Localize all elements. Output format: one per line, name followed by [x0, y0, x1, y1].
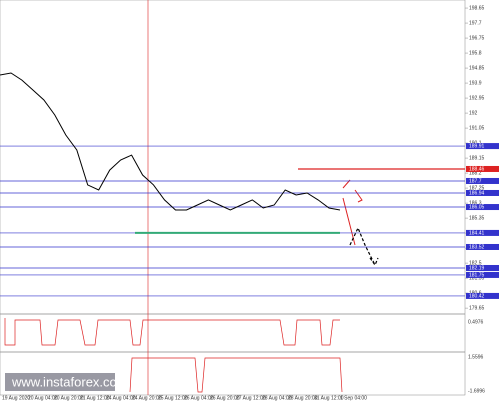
- x-tick-label: 21 Aug 12:00: [80, 395, 110, 401]
- y-tick-label: 192.95: [469, 95, 485, 101]
- x-tick-label: 26 Aug 20:00: [210, 395, 240, 401]
- y-tick-label: 188.2: [469, 170, 482, 176]
- level-label: 187.7: [469, 178, 482, 184]
- x-tick-label: 24 Aug 04:00: [106, 395, 136, 401]
- watermark: www.instaforex.com: [11, 374, 128, 389]
- indicator-label: -1.6996: [468, 388, 485, 394]
- x-tick-label: 28 Aug 20:00: [288, 395, 318, 401]
- y-tick-label: 196.75: [469, 35, 485, 41]
- level-tag: [466, 243, 499, 250]
- level-tag: [466, 177, 499, 184]
- y-tick-label: 191.05: [469, 125, 485, 131]
- level-label: 183.52: [469, 244, 485, 250]
- y-tick-label: 194.85: [469, 65, 485, 71]
- y-tick-label: 193.9: [469, 80, 482, 86]
- forecast-arrow: [342, 179, 363, 246]
- x-tick-label: 20 Aug 20:00: [54, 395, 84, 401]
- y-tick-label: 192: [469, 110, 478, 116]
- indicator-label: 0.4976: [468, 319, 484, 325]
- level-label: 188.46: [469, 166, 485, 172]
- y-tick-label: 195.8: [469, 50, 482, 56]
- level-tag: [466, 204, 499, 211]
- indicator-2: [129, 357, 343, 393]
- forecast-arrow: [349, 226, 379, 267]
- y-tick-label: 197.7: [469, 20, 482, 26]
- level-tag: [466, 264, 499, 271]
- y-tick-label: 179.65: [469, 305, 485, 311]
- level-tag: [466, 229, 499, 236]
- indicator-label: 1.5596: [468, 354, 484, 360]
- level-tag: [466, 165, 499, 172]
- watermark-bg: [5, 373, 115, 391]
- x-tick-label: 25 Aug 12:00: [158, 395, 188, 401]
- level-label: 186.05: [469, 204, 485, 210]
- x-tick-label: 28 Aug 04:00: [262, 395, 292, 401]
- x-tick-label: 1 Sep 04:00: [340, 395, 367, 401]
- y-tick-label: 187.25: [469, 185, 485, 191]
- level-label: 184.41: [469, 230, 485, 236]
- level-tag: [466, 189, 499, 196]
- y-tick-label: 189.15: [469, 155, 485, 161]
- y-tick-label: 186.3: [469, 200, 482, 206]
- level-tag: [466, 271, 499, 278]
- level-tag: [466, 143, 499, 150]
- level-tag: [466, 292, 499, 299]
- x-tick-label: 24 Aug 20:00: [132, 395, 162, 401]
- indicator-1: [4, 318, 340, 346]
- level-label: 180.42: [469, 293, 485, 299]
- x-tick-label: 31 Aug 12:00: [314, 395, 344, 401]
- y-tick-label: 181.55: [469, 275, 485, 281]
- y-tick-label: 185.35: [469, 215, 485, 221]
- y-tick-label: 182.5: [469, 260, 482, 266]
- level-label: 189.91: [469, 143, 485, 149]
- x-tick-label: 19 Aug 2020: [2, 395, 30, 401]
- level-label: 186.94: [469, 190, 485, 196]
- y-tick-label: 198.65: [469, 5, 485, 11]
- plot-frame: [0, 0, 466, 396]
- price-line: [0, 72, 341, 211]
- x-tick-label: 20 Aug 04:00: [28, 395, 58, 401]
- level-label: 182.19: [469, 265, 485, 271]
- level-label: 181.75: [469, 272, 485, 278]
- x-tick-label: 27 Aug 12:00: [236, 395, 266, 401]
- x-tick-label: 26 Aug 04:00: [184, 395, 214, 401]
